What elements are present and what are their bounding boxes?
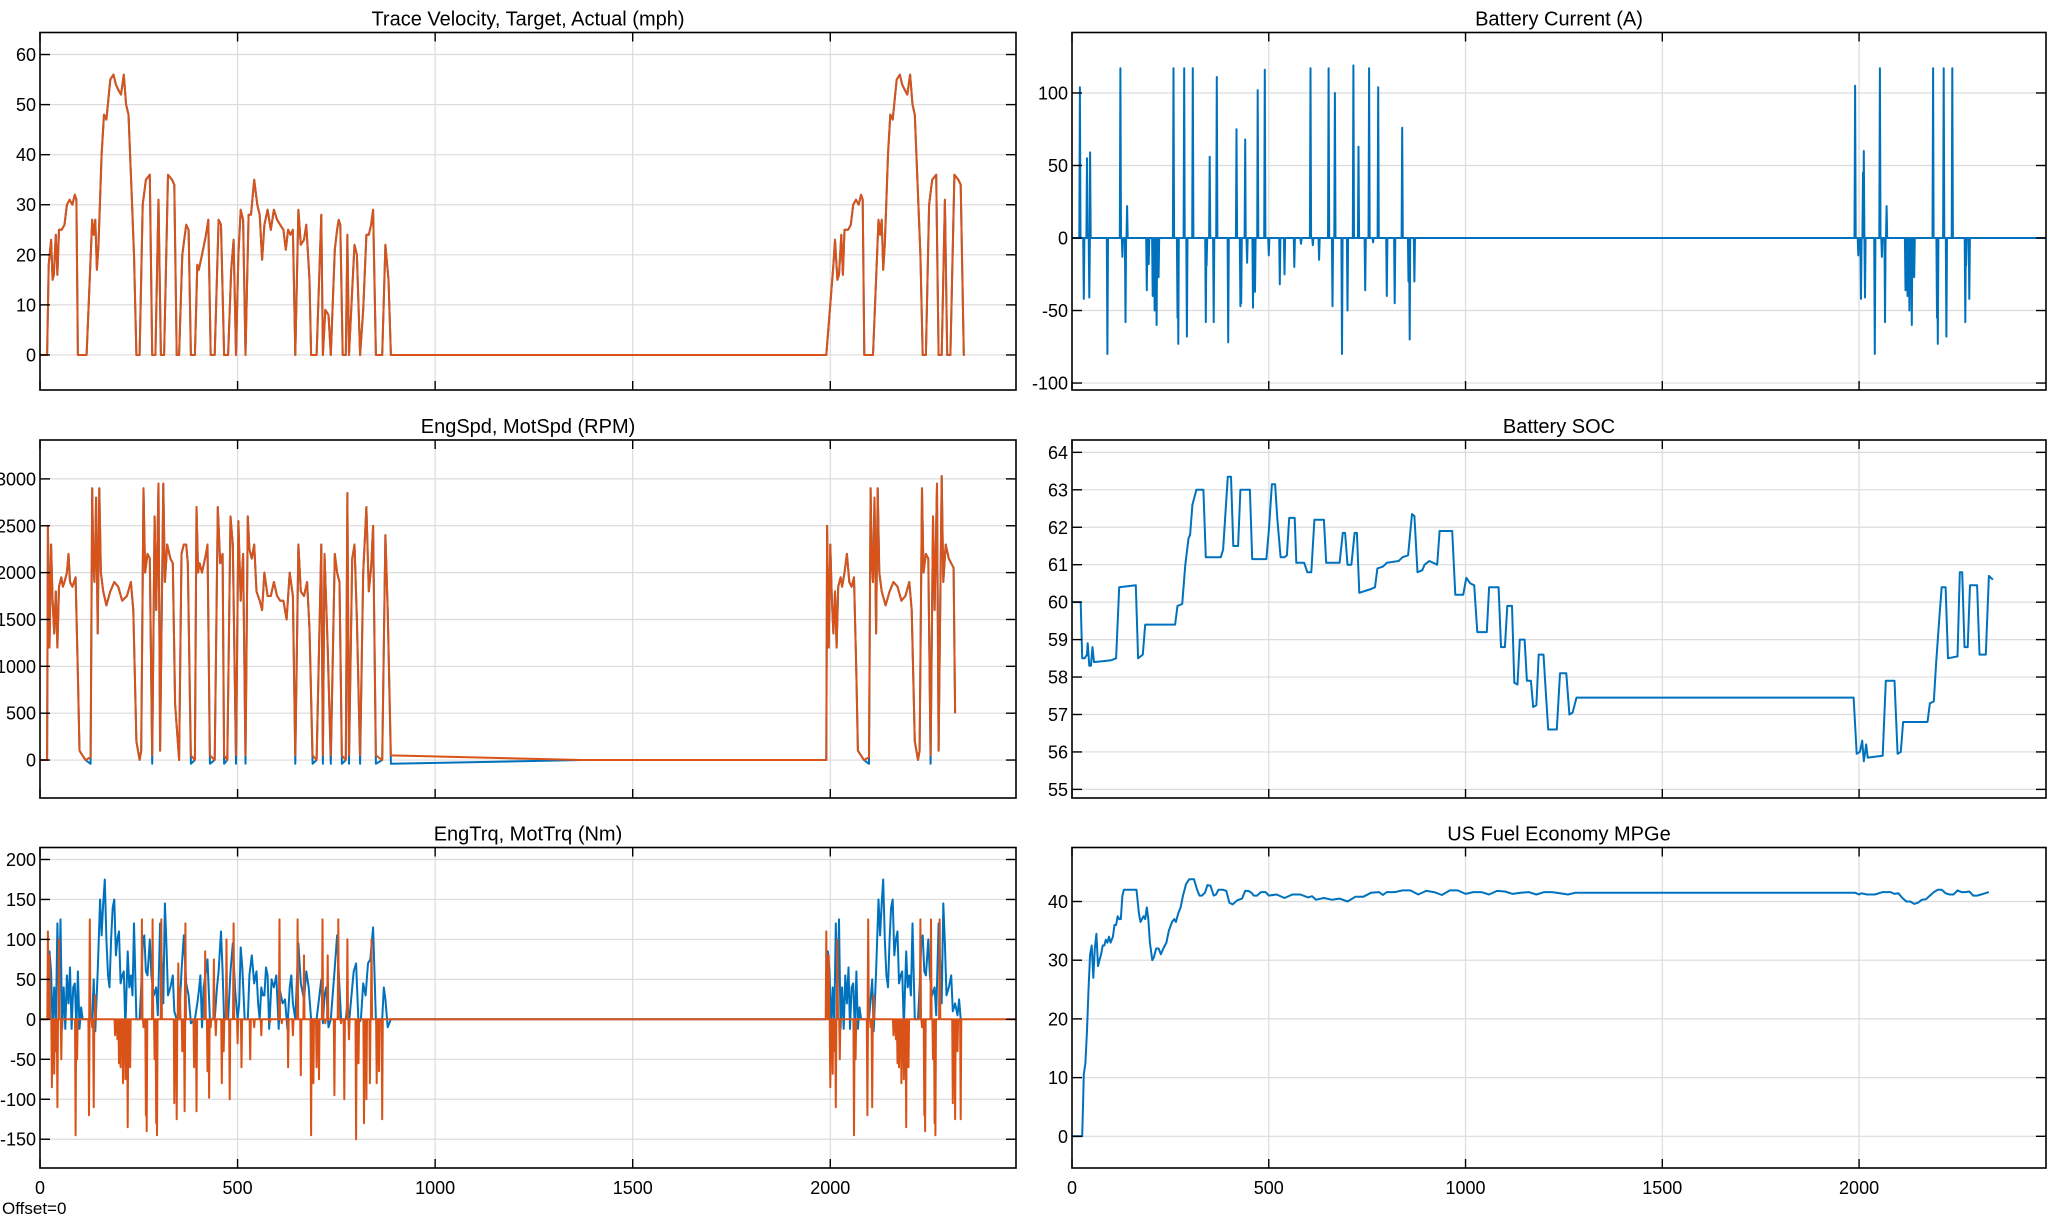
y-tick-label: -100 [0,1090,36,1110]
plot-title: Battery SOC [1503,416,1615,438]
axes-box [1071,439,2047,799]
series-group [40,73,965,356]
y-tick-label: 60 [16,45,36,65]
torque-plot[interactable]: 0 500 1000 1500 2000 -150 -100 -50 0 50 100 150 200 E… [0,824,1017,1199]
x-tick-label: 500 [1254,1178,1284,1198]
plot-area [1072,440,2046,798]
series-group [1072,878,1990,1138]
y-tick-label: -50 [10,1050,36,1070]
speed-plot[interactable]: 0 500 1000 1500 2000 2500 3000 EngSpd, MotSpd (… [0,416,1017,799]
offset-label: Offset=0 [2,1199,67,1218]
plot-area [1072,32,2046,390]
y-tick-label: 100 [1038,83,1068,103]
y-tick-label: 2500 [0,516,36,536]
x-tick-label: 1500 [613,1178,653,1198]
y-tick-label: 55 [1048,780,1068,800]
x-tick-label: 500 [223,1178,253,1198]
y-tick-label: 150 [6,890,36,910]
x-tick-label: 0 [1067,1178,1077,1198]
y-tick-label: -100 [1032,374,1068,394]
y-tick-label: 60 [1048,593,1068,613]
axes-box [1071,31,2047,391]
y-tick-label: 64 [1048,443,1068,463]
y-tick-label: 10 [16,295,36,315]
series-line-battery-soc [1072,475,1994,763]
y-tick-label: 2000 [0,563,36,583]
series-group [40,475,957,765]
y-tick-label: -150 [0,1130,36,1150]
y-tick-label: 0 [1058,1127,1068,1147]
y-tick-label: 500 [6,704,36,724]
y-tick-label: 10 [1048,1068,1068,1088]
y-tick-label: 1500 [0,610,36,630]
x-tick-label: 1500 [1642,1178,1682,1198]
battery-soc-plot[interactable]: 55 56 57 58 59 60 61 62 63 64 Battery SOC [1048,416,2047,800]
x-tick-label: 0 [35,1178,45,1198]
plot-title: EngTrq, MotTrq (Nm) [434,824,623,846]
y-tick-label: -50 [1042,301,1068,321]
x-tick-label: 1000 [1446,1178,1486,1198]
plot-title: Battery Current (A) [1475,9,1643,31]
y-tick-label: 3000 [0,469,36,489]
series-line-actual [40,73,965,356]
y-tick-label: 50 [1048,156,1068,176]
series-line-engtrq [40,878,962,1033]
y-tick-label: 0 [26,345,36,365]
plot-area [40,32,1016,390]
plot-title: EngSpd, MotSpd (RPM) [421,416,636,438]
y-tick-label: 57 [1048,705,1068,725]
plot-title: Trace Velocity, Target, Actual (mph) [371,9,684,31]
axes-box [39,31,1017,391]
y-tick-label: 200 [6,850,36,870]
fuel-economy-plot[interactable]: 0 500 1000 1500 2000 0 10 20 30 40 US Fuel Economy… [1048,824,2047,1199]
y-tick-label: 30 [16,195,36,215]
y-tick-label: 0 [26,1010,36,1030]
y-tick-label: 59 [1048,630,1068,650]
y-tick-label: 50 [16,970,36,990]
y-tick-label: 20 [1048,1009,1068,1029]
y-tick-label: 56 [1048,742,1068,762]
y-tick-label: 30 [1048,951,1068,971]
series-line-mpge [1072,878,1990,1138]
y-tick-label: 20 [16,245,36,265]
axes-box [1071,846,2047,1169]
velocity-plot[interactable]: 0 10 20 30 40 50 60 Trace Velocity, Target, Act… [16,9,1017,391]
series-line-battery-current [1072,64,2046,355]
series-line-mottrq [40,918,1016,1141]
y-tick-label: 1000 [0,657,36,677]
y-tick-label: 0 [1058,229,1068,249]
x-tick-label: 1000 [415,1178,455,1198]
x-tick-label: 2000 [1839,1178,1879,1198]
y-tick-label: 40 [16,145,36,165]
series-group [1072,475,1994,763]
y-tick-label: 50 [16,95,36,115]
y-tick-label: 63 [1048,480,1068,500]
y-tick-label: 61 [1048,555,1068,575]
axes-box [39,846,1017,1169]
battery-current-plot[interactable]: -100 -50 0 50 100 Battery Current (A) [1032,9,2047,394]
y-tick-label: 40 [1048,892,1068,912]
plot-title: US Fuel Economy MPGe [1447,824,1670,846]
y-tick-label: 58 [1048,668,1068,688]
y-tick-label: 0 [26,751,36,771]
y-tick-label: 100 [6,930,36,950]
series-group [40,878,1016,1141]
x-tick-label: 2000 [810,1178,850,1198]
series-line-motspd [40,475,957,761]
series-group [1072,64,2046,355]
y-tick-label: 62 [1048,518,1068,538]
